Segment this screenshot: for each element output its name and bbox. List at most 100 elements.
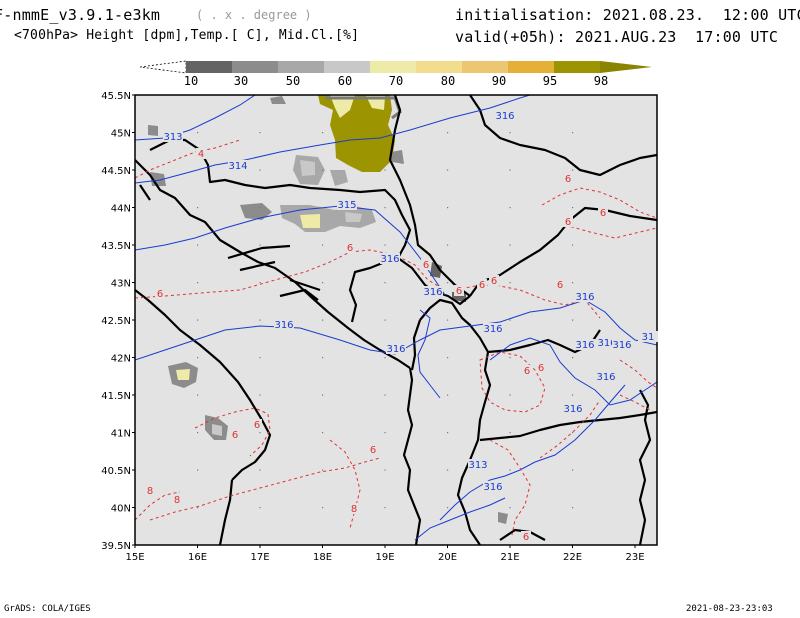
temp-label-bg <box>536 362 546 373</box>
colorbar-cell <box>370 61 416 73</box>
temp-contour-label: 6 <box>347 243 353 254</box>
grid-mark <box>447 319 449 321</box>
height-label-bg <box>596 371 616 382</box>
height-label-bg <box>380 253 400 264</box>
colorbar-cell <box>416 61 462 73</box>
temp-contour-label: 6 <box>565 174 571 185</box>
lat-label: 41N <box>111 429 131 440</box>
colorbar-cell <box>462 61 508 73</box>
height-contour-label: 316 <box>386 344 405 355</box>
grid-mark <box>322 282 324 284</box>
grid-mark <box>259 282 261 284</box>
height-contours <box>135 95 657 541</box>
temp-label-bg <box>563 173 573 184</box>
grid-mark <box>447 394 449 396</box>
grid-mark <box>322 319 324 321</box>
grid-mark <box>447 132 449 134</box>
footer-timestamp: 2021-08-23-23:03 <box>686 604 773 614</box>
temp-label-bg <box>172 494 182 505</box>
height-contour-label: 316 <box>423 287 442 298</box>
temp-label-bg <box>145 485 155 496</box>
colorbar-label: 30 <box>233 74 249 88</box>
grid-mark <box>259 507 261 509</box>
temp-contour-label: 6 <box>456 286 462 297</box>
grid-mark <box>384 394 386 396</box>
grid-mark <box>509 282 511 284</box>
temp-label-bg <box>477 279 487 290</box>
grid-mark <box>259 132 261 134</box>
temp-contour-label: 8 <box>147 486 153 497</box>
temp-contour-label: 6 <box>491 276 497 287</box>
grid-mark <box>572 282 574 284</box>
grid-mark <box>259 244 261 246</box>
lon-label: 23E <box>625 552 644 563</box>
temp-label-bg <box>598 207 608 218</box>
grid-mark <box>572 132 574 134</box>
lon-label: 18E <box>313 552 332 563</box>
height-label-bg <box>386 343 406 354</box>
colorbar-label: 60 <box>337 74 353 88</box>
height-contour-label: 316 <box>563 404 582 415</box>
height-label-bg <box>163 131 183 142</box>
lat-label: 41.5N <box>101 391 131 402</box>
grid-mark <box>322 132 324 134</box>
height-contour-label: 316 <box>495 111 514 122</box>
grid-mark <box>197 207 199 209</box>
lon-label: 15E <box>125 552 144 563</box>
temp-label-bg <box>230 429 240 440</box>
height-contour-label: 316 <box>575 340 594 351</box>
temp-contour-label: 6 <box>524 366 530 377</box>
grid-mark <box>197 357 199 359</box>
grid-mark <box>509 169 511 171</box>
height-label-bg <box>597 337 617 348</box>
lat-label: 39.5N <box>101 541 131 552</box>
grid-mark <box>197 244 199 246</box>
cloud-patches-gray <box>148 96 508 524</box>
grid-mark <box>322 507 324 509</box>
grid-mark <box>447 469 449 471</box>
lat-label: 45.5N <box>101 91 131 102</box>
colorbar <box>140 60 652 74</box>
grid-mark <box>197 319 199 321</box>
height-contour-label: 316 <box>274 320 293 331</box>
temp-contour-label: 6 <box>370 445 376 456</box>
grid-mark <box>197 394 199 396</box>
grid-mark <box>259 469 261 471</box>
colorbar-high-arrow <box>600 61 652 73</box>
grid-mark <box>384 244 386 246</box>
lon-label: 20E <box>438 552 457 563</box>
colorbar-label: 98 <box>593 74 609 88</box>
temp-label-bg <box>489 275 499 286</box>
grid-mark <box>509 319 511 321</box>
temp-contour-label: 6 <box>600 208 606 219</box>
grid-mark <box>322 169 324 171</box>
lon-label: 16E <box>188 552 207 563</box>
height-contour-label: 316 <box>597 338 616 349</box>
grid-mark <box>322 207 324 209</box>
grid-mark <box>572 469 574 471</box>
temp-label-bg <box>522 365 532 376</box>
temp-contour-label: 8 <box>174 495 180 506</box>
height-contour-label: 316 <box>575 292 594 303</box>
grid-mark <box>322 394 324 396</box>
grid-mark <box>384 319 386 321</box>
colorbar-cell <box>232 61 278 73</box>
temp-contour-label: 4 <box>198 149 204 160</box>
grid-mark <box>259 357 261 359</box>
grid-mark <box>259 432 261 434</box>
grid-mark <box>509 132 511 134</box>
height-label-bg <box>575 291 595 302</box>
height-contour-label: 315 <box>337 200 356 211</box>
colorbar-cell <box>508 61 554 73</box>
grid-mark <box>509 469 511 471</box>
grid-mark <box>197 469 199 471</box>
lat-label: 43N <box>111 279 131 290</box>
height-label-bg <box>638 331 658 342</box>
height-label-bg <box>468 459 488 470</box>
lat-label: 45N <box>111 129 131 140</box>
temp-label-bg <box>252 419 262 430</box>
height-label-bg <box>612 339 632 350</box>
grid-mark <box>572 169 574 171</box>
height-contour-label: 31 <box>642 332 655 343</box>
